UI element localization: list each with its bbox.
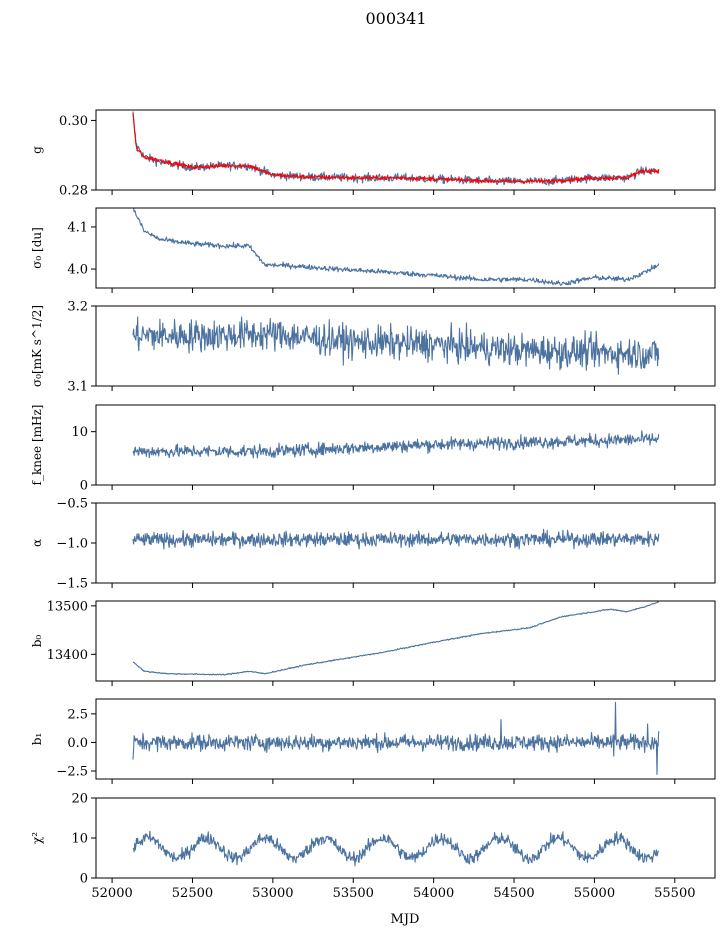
y-tick-label: 10 [71, 425, 88, 440]
x-tick-label: 53500 [333, 886, 374, 901]
y-tick-label: 20 [71, 792, 88, 807]
panel-7: 0 10 20 52000 52500 53000 53500 54000 54500 55000… [30, 792, 716, 901]
panel-4: −1.5 −1.0 −0.5 α [30, 497, 716, 592]
series-line-7-0 [132, 830, 660, 867]
x-tick-label: 55000 [574, 886, 615, 901]
x-tick-label: 53000 [252, 886, 293, 901]
y-tick-label: 13400 [47, 648, 88, 663]
series-line-1-0 [132, 208, 660, 286]
x-tick-label: 55500 [654, 886, 695, 901]
panel-frame [95, 600, 716, 682]
y-tick-label: −0.5 [56, 497, 88, 512]
x-tick-label: 52500 [172, 886, 213, 901]
y-tick-label: 4.0 [67, 263, 88, 278]
y-tick-label: 0 [80, 479, 88, 494]
panel-frame [95, 207, 716, 289]
panel-3: 0 10 f_knee [mHz] [30, 404, 716, 494]
y-tick-label: 2.5 [67, 707, 88, 722]
y-tick-label: −1.5 [56, 577, 88, 592]
panel-frame [95, 404, 716, 486]
series-line-0-0 [132, 111, 660, 186]
series-line-0-1 [132, 112, 660, 185]
panel-2: 3.1 3.2 σ₀[mK s^1/2] [30, 300, 716, 395]
y-tick-label: 13500 [47, 599, 88, 614]
y-tick-label: 0.0 [67, 736, 88, 751]
y-axis-label: g [30, 146, 44, 154]
panel-frame [95, 109, 716, 191]
y-tick-label: 10 [71, 832, 88, 847]
series-line-3-0 [132, 430, 660, 459]
panel-frame [95, 698, 716, 780]
y-axis-label: σ₀ [du] [30, 227, 44, 269]
y-axis-label: α [30, 539, 44, 547]
y-axis-label: b₀ [30, 635, 44, 648]
y-axis-label: b₁ [30, 733, 44, 746]
series-line-5-0 [132, 601, 659, 676]
figure-title: 000341 [365, 9, 426, 28]
panel-frame [95, 305, 716, 387]
y-tick-label: 3.2 [67, 300, 88, 315]
x-tick-label: 54000 [413, 886, 454, 901]
panel-6: −2.5 0.0 2.5 b₁ [30, 698, 716, 784]
x-tick-label: 54500 [493, 886, 534, 901]
x-axis-label: MJD [391, 912, 420, 927]
y-axis-label: f_knee [mHz] [30, 405, 44, 486]
panel-5: 13400 13500 b₀ [30, 599, 716, 686]
panel-0: 0.28 0.30 g [30, 109, 716, 199]
y-tick-label: −2.5 [56, 765, 88, 780]
y-tick-label: 3.1 [67, 380, 88, 395]
y-tick-label: 4.1 [67, 220, 88, 235]
y-tick-label: 0 [80, 872, 88, 887]
series-line-6-0 [132, 701, 660, 775]
y-tick-label: 0.30 [59, 114, 88, 129]
y-axis-label: χ² [30, 832, 44, 844]
panels: 0.28 0.30 g 4.0 4.1 σ₀ [du] 3.1 3.2 σ₀[mK s^1/2]… [30, 109, 716, 901]
y-tick-label: 0.28 [59, 184, 88, 199]
series-line-2-0 [132, 316, 660, 375]
series-line-4-0 [132, 528, 660, 550]
x-tick-label: 52000 [91, 886, 132, 901]
panel-1: 4.0 4.1 σ₀ [du] [30, 207, 716, 293]
y-tick-label: −1.0 [56, 537, 88, 552]
y-axis-label: σ₀[mK s^1/2] [30, 305, 44, 387]
